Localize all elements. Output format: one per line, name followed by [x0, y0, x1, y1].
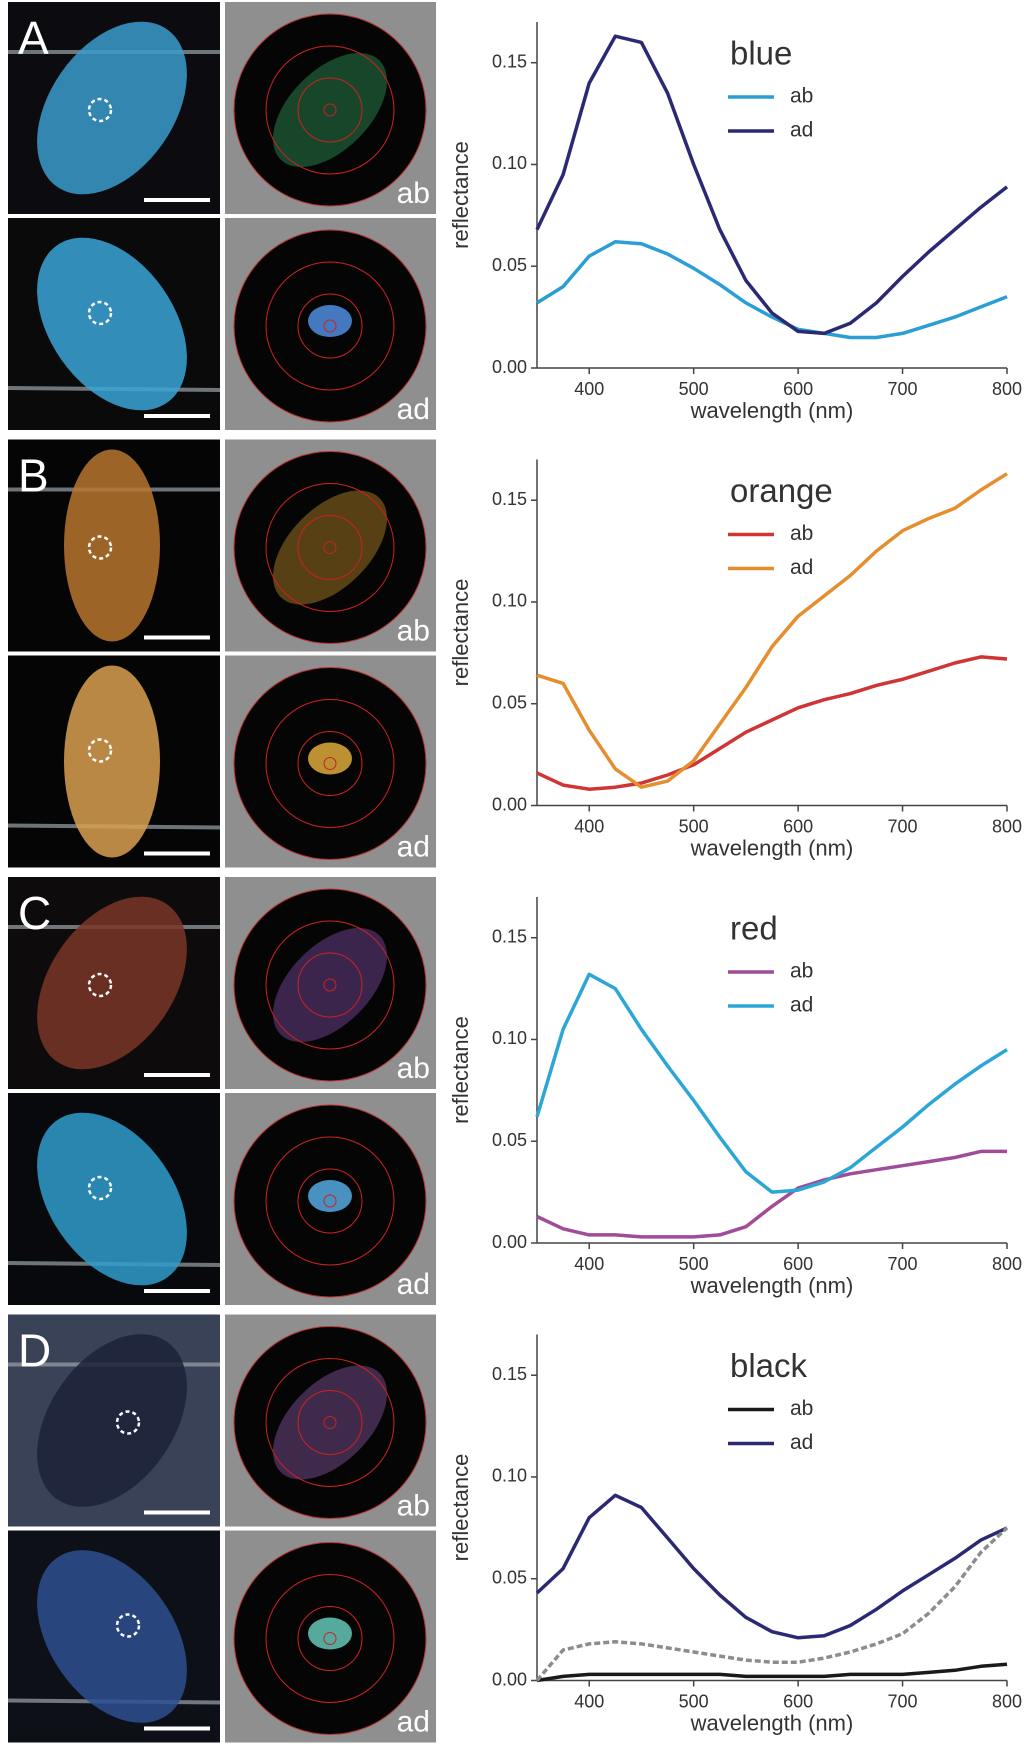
x-tick-label: 800 [992, 1254, 1022, 1274]
x-axis-label: wavelength (nm) [690, 398, 854, 423]
legend-label: ad [790, 994, 813, 1017]
x-tick-label: 600 [783, 1691, 813, 1711]
y-tick-label: 0.15 [492, 1364, 527, 1384]
x-tick-label: 400 [574, 379, 604, 399]
scatter-image: ab [225, 1315, 436, 1527]
panel-letter: D [18, 1325, 51, 1377]
x-tick-label: 400 [574, 816, 604, 836]
y-tick-label: 0.00 [492, 1232, 527, 1252]
chart: 0.00 0.05 0.10 0.15 400 500 600 700 800 wavelengt… [448, 460, 1022, 861]
y-tick-label: 0.15 [492, 489, 527, 509]
x-tick-label: 700 [888, 1691, 918, 1711]
series-line [537, 242, 1007, 338]
y-tick-label: 0.05 [492, 1130, 527, 1150]
x-tick-label: 700 [888, 379, 918, 399]
scatter-image: ab [225, 2, 436, 214]
y-tick-label: 0.00 [492, 357, 527, 377]
y-tick-label: 0.10 [492, 1028, 527, 1048]
panel-letter: A [18, 12, 49, 64]
image-label: ab [397, 177, 430, 210]
y-tick-label: 0.05 [492, 255, 527, 275]
x-tick-label: 500 [679, 1691, 709, 1711]
image-label: ad [397, 830, 430, 863]
x-tick-label: 600 [783, 816, 813, 836]
image-label: ad [397, 393, 430, 426]
x-axis-label: wavelength (nm) [690, 1273, 854, 1298]
x-tick-label: 600 [783, 379, 813, 399]
panel-letter: C [18, 887, 51, 939]
scatter-image: ad [225, 218, 436, 430]
photo [8, 656, 220, 868]
x-tick-label: 500 [679, 379, 709, 399]
scatter-image: ab [225, 440, 436, 652]
y-axis-label: reflectance [448, 141, 473, 249]
legend-label: ab [790, 85, 813, 108]
x-tick-label: 700 [888, 1254, 918, 1274]
y-tick-label: 0.00 [492, 794, 527, 814]
image-label: ab [397, 614, 430, 647]
legend-label: ad [790, 119, 813, 142]
panel: ab ad D [6, 1306, 436, 1750]
y-axis-label: reflectance [448, 579, 473, 687]
legend-label: ad [790, 556, 813, 579]
x-tick-label: 400 [574, 1691, 604, 1711]
x-tick-label: 400 [574, 1254, 604, 1274]
legend-label: ab [790, 522, 813, 545]
x-tick-label: 500 [679, 816, 709, 836]
series-line [537, 474, 1007, 788]
x-tick-label: 800 [992, 816, 1022, 836]
x-tick-label: 500 [679, 1254, 709, 1274]
chart-title: blue [730, 35, 792, 72]
series-line [537, 1495, 1007, 1638]
photo [6, 1085, 220, 1313]
y-tick-label: 0.10 [492, 153, 527, 173]
wing [64, 666, 160, 858]
chart: 0.00 0.05 0.10 0.15 400 500 600 700 800 wavelengt… [448, 1335, 1022, 1736]
scatter-image: ad [225, 656, 436, 868]
x-tick-label: 800 [992, 379, 1022, 399]
legend-label: ab [790, 1397, 813, 1420]
scatter-image: ad [225, 1093, 436, 1305]
y-tick-label: 0.05 [492, 692, 527, 712]
chart: 0.00 0.05 0.10 0.15 400 500 600 700 800 wavelengt… [448, 897, 1022, 1298]
series-line [537, 1151, 1007, 1237]
figure: ab ad Aab ad Bab ad Cab ad D 0.00 0.05 0.10 0.15 400 5… [0, 0, 1024, 1750]
image-label: ad [397, 1268, 430, 1301]
photo [6, 1522, 220, 1750]
chart-title: red [730, 910, 778, 947]
series-line [537, 657, 1007, 789]
image-label: ad [397, 1705, 430, 1738]
chart: 0.00 0.05 0.10 0.15 400 500 600 700 800 wavelengt… [448, 22, 1022, 423]
legend-label: ad [790, 1431, 813, 1454]
y-tick-label: 0.00 [492, 1669, 527, 1689]
y-tick-label: 0.10 [492, 1466, 527, 1486]
y-tick-label: 0.15 [492, 926, 527, 946]
scatter-image: ab [225, 877, 436, 1089]
y-tick-label: 0.10 [492, 591, 527, 611]
panel: ab ad C [6, 869, 436, 1313]
x-axis-label: wavelength (nm) [690, 1710, 854, 1735]
scatter-image: ad [225, 1531, 436, 1743]
panel: ab ad A [6, 0, 436, 438]
y-tick-label: 0.05 [492, 1567, 527, 1587]
panel-letter: B [18, 450, 49, 502]
y-axis-label: reflectance [448, 1454, 473, 1562]
series-line [537, 1664, 1007, 1680]
panel: ab ad B [8, 440, 436, 868]
chart-title: black [730, 1347, 808, 1384]
chart-title: orange [730, 472, 833, 509]
photo [6, 210, 220, 438]
x-tick-label: 700 [888, 816, 918, 836]
y-axis-label: reflectance [448, 1016, 473, 1124]
image-label: ab [397, 1489, 430, 1522]
legend-label: ab [790, 960, 813, 983]
y-tick-label: 0.15 [492, 51, 527, 71]
x-axis-label: wavelength (nm) [690, 835, 854, 860]
image-label: ab [397, 1052, 430, 1085]
series-line [537, 36, 1007, 333]
series-line [537, 1528, 1007, 1681]
x-tick-label: 600 [783, 1254, 813, 1274]
x-tick-label: 800 [992, 1691, 1022, 1711]
